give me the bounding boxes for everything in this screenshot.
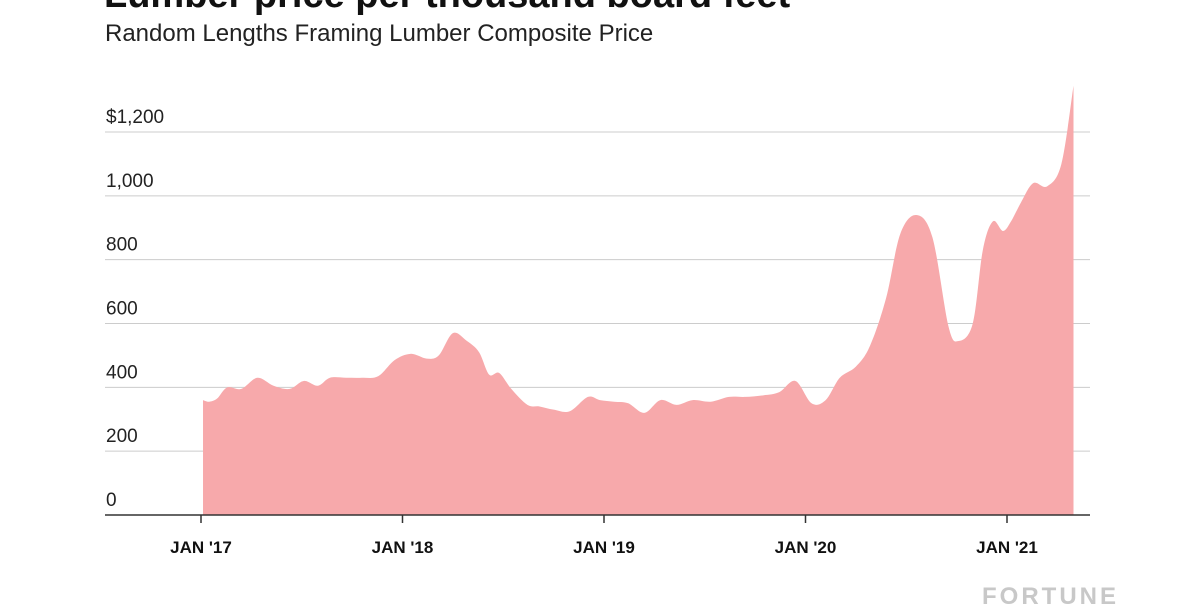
y-tick-label: 600	[106, 299, 138, 320]
x-tick-label: JAN '21	[976, 538, 1038, 557]
x-tick-label: JAN '18	[372, 538, 434, 557]
x-tick-labels: JAN '17 JAN '18 JAN '19 JAN '20 JAN '21	[170, 538, 1038, 557]
y-tick-label: 0	[106, 490, 117, 511]
y-tick-label: $1,200	[106, 107, 164, 128]
x-tick-label: JAN '19	[573, 538, 635, 557]
x-axis	[105, 514, 1090, 523]
chart-subtitle: Random Lengths Framing Lumber Composite …	[105, 20, 654, 47]
chart-title: Lumber price per thousand board feet	[104, 0, 790, 17]
y-tick-labels: 0 200 400 600 800 1,000 $1,200	[106, 107, 164, 511]
y-tick-label: 1,000	[106, 171, 154, 192]
x-tick-label: JAN '17	[170, 538, 232, 557]
y-tick-label: 400	[106, 362, 138, 383]
price-area	[203, 85, 1074, 516]
fortune-logo: FORTUNE	[982, 583, 1119, 610]
y-tick-label: 800	[106, 235, 138, 256]
x-tick-label: JAN '20	[775, 538, 837, 557]
y-tick-label: 200	[106, 426, 138, 447]
